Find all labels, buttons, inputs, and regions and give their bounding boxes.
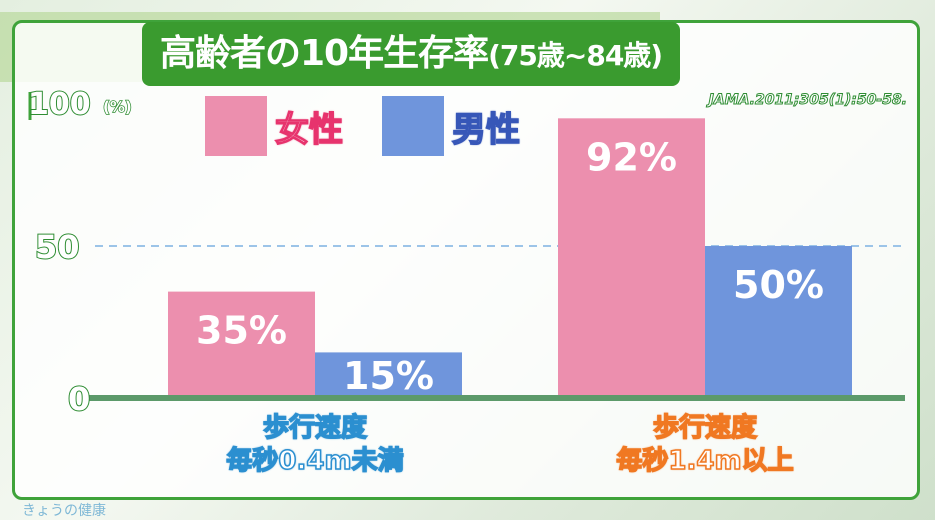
- bar-value-label: 50%: [733, 263, 824, 307]
- legend-swatch-female: [205, 96, 267, 156]
- x-label-group-1: 歩行速度 毎秒0.4m未満: [185, 412, 445, 478]
- source-citation: JAMA.2011;305(1):50-58.: [708, 92, 907, 109]
- x-label-line: 歩行速度: [262, 412, 368, 444]
- bar-female-2: [558, 118, 705, 398]
- x-label-line: 歩行速度: [652, 412, 758, 444]
- program-logo: きょうの健康: [22, 503, 106, 519]
- y-tick-label: 0: [68, 380, 90, 418]
- title-paren: (75歳~84歳): [488, 39, 663, 72]
- legend-female: 女性: [205, 96, 344, 156]
- legend-label-male: 男性: [451, 109, 521, 151]
- x-label-line: 毎秒1.4m以上: [616, 445, 795, 477]
- bar-value-label: 35%: [196, 309, 287, 353]
- bar-female-1: [168, 291, 315, 398]
- x-label-line: 毎秒0.4m未満: [226, 445, 405, 477]
- legend-swatch-male: [382, 96, 444, 156]
- x-label-group-2: 歩行速度 毎秒1.4m以上: [575, 412, 835, 478]
- legend-label-female: 女性: [274, 109, 344, 151]
- chart-title: 高齢者の10年生存率(75歳~84歳): [142, 22, 681, 86]
- y-tick-label: 50: [35, 228, 80, 266]
- y-tick-label: 100: [28, 87, 91, 122]
- legend-male: 男性: [382, 96, 521, 156]
- bar-male-1: [315, 352, 462, 398]
- bar-value-label: 15%: [343, 354, 434, 398]
- bar-value-label: 92%: [586, 135, 677, 179]
- title-main: 高齢者の10年生存率: [160, 33, 489, 74]
- y-axis-unit: (%): [103, 98, 132, 116]
- bar-male-2: [705, 246, 852, 398]
